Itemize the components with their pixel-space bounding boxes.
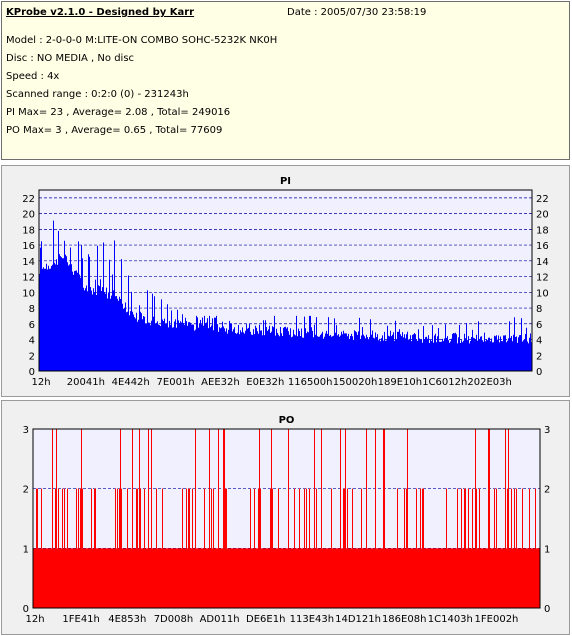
pi-ytick-left: 10	[22, 288, 35, 299]
po-ytick-left: 3	[23, 425, 29, 436]
po-ytick-right: 0	[544, 604, 550, 615]
pi-xtick: 189E10h	[378, 377, 422, 388]
pi-xtick: 12h	[31, 377, 50, 388]
po-bars	[33, 429, 540, 608]
speed-line: Speed : 4x	[6, 71, 60, 82]
pi-ytick-left: 18	[22, 225, 35, 236]
po-xtick: 1FE002h	[475, 614, 519, 625]
pi-ytick-left: 6	[29, 320, 35, 331]
po-stats-line: PO Max= 3 , Average= 0.65 , Total= 77609	[6, 125, 223, 136]
po-ytick-left: 0	[23, 604, 29, 615]
po-ytick-left: 2	[23, 485, 29, 496]
pi-ytick-left: 16	[22, 241, 35, 252]
pi-ytick-left: 12	[22, 273, 35, 284]
pi-ytick-left: 22	[22, 194, 35, 205]
pi-ytick-right: 18	[536, 225, 549, 236]
pi-xtick: 1C6012h	[422, 377, 467, 388]
po-xtick: 4E853h	[108, 614, 146, 625]
pi-ytick-right: 10	[536, 288, 549, 299]
pi-xtick: 202E03h	[467, 377, 511, 388]
po-xtick: 186E08h	[382, 614, 426, 625]
po-xtick: 7D008h	[154, 614, 194, 625]
pi-ytick-left: 4	[29, 336, 35, 347]
po-xtick: 14D121h	[335, 614, 381, 625]
pi-ytick-right: 2	[536, 351, 542, 362]
pi-ytick-left: 0	[29, 367, 35, 378]
pi-ytick-right: 14	[536, 257, 549, 268]
pi-stats-line: PI Max= 23 , Average= 2.08 , Total= 2490…	[6, 107, 231, 118]
pi-ytick-right: 20	[536, 210, 549, 221]
pi-xtick: 20041h	[67, 377, 105, 388]
pi-xtick: 7E001h	[157, 377, 195, 388]
pi-ytick-right: 8	[536, 304, 542, 315]
pi-ytick-left: 20	[22, 210, 35, 221]
po-xtick: DE6E1h	[246, 614, 285, 625]
pi-chart-title: PI	[280, 176, 291, 187]
pi-ytick-right: 16	[536, 241, 549, 252]
model-line: Model : 2-0-0-0 M:LITE-ON COMBO SOHC-523…	[6, 35, 278, 46]
po-chart-title: PO	[279, 415, 295, 426]
po-xtick: 1FE41h	[62, 614, 100, 625]
pi-xtick: 4E442h	[112, 377, 150, 388]
pi-ytick-left: 14	[22, 257, 35, 268]
pi-ytick-left: 2	[29, 351, 35, 362]
po-xtick: 113E43h	[290, 614, 334, 625]
po-chart: PO 0 0 1 1 2 2 3 3 12h 1FE41h 4E853h 7D008h AD011h DE6…	[23, 415, 551, 625]
pi-ytick-right: 4	[536, 336, 542, 347]
scan-date: Date : 2005/07/30 23:58:19	[287, 7, 427, 18]
po-xtick: AD011h	[200, 614, 240, 625]
pi-chart-panel: PI 0 0 2 2 4 4 6 6 8 8 10 10 12 12 14 14 16 16 18 18 20 20 22 22…	[1, 165, 570, 397]
po-xtick: 1C1403h	[428, 614, 473, 625]
pi-ytick-right: 12	[536, 273, 549, 284]
po-ytick-right: 2	[544, 485, 550, 496]
po-ytick-right: 3	[544, 425, 550, 436]
pi-xtick: 150020h	[333, 377, 378, 388]
range-line: Scanned range : 0:2:0 (0) - 231243h	[6, 89, 189, 100]
po-ytick-right: 1	[544, 544, 550, 555]
info-panel: KProbe v2.1.0 - Designed by Karr Date : …	[1, 1, 570, 160]
pi-xtick: AEE32h	[201, 377, 240, 388]
pi-xtick: 116500h	[288, 377, 333, 388]
po-ytick-left: 1	[23, 544, 29, 555]
pi-bars	[39, 220, 532, 371]
pi-ytick-right: 6	[536, 320, 542, 331]
po-bar-base	[33, 548, 540, 608]
pi-ytick-left: 8	[29, 304, 35, 315]
po-chart-panel: PO 0 0 1 1 2 2 3 3 12h 1FE41h 4E853h 7D008h AD011h DE6…	[1, 400, 570, 635]
pi-plot-frame	[38, 189, 533, 372]
pi-ytick-right: 22	[536, 194, 549, 205]
po-xtick: 12h	[25, 614, 44, 625]
disc-line: Disc : NO MEDIA , No disc	[6, 53, 135, 64]
pi-xtick: E0E32h	[246, 377, 284, 388]
pi-ytick-right: 0	[536, 367, 542, 378]
app-title: KProbe v2.1.0 - Designed by Karr	[6, 7, 195, 18]
po-plot-frame	[32, 428, 541, 609]
pi-bar-series	[39, 220, 532, 371]
